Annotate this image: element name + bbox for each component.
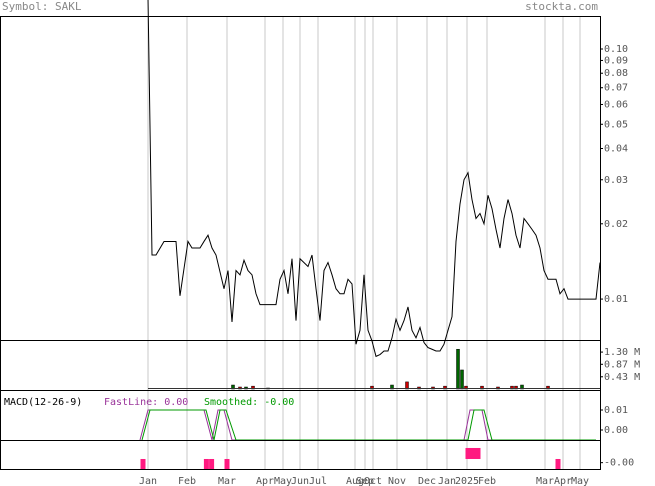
y-tick-label: 0.04 bbox=[604, 144, 628, 155]
y-tick-label: 0.00 bbox=[604, 425, 628, 436]
x-tick-label: Nov bbox=[388, 476, 406, 486]
y-tick-label: -0.00 bbox=[604, 458, 634, 469]
grid bbox=[147, 16, 603, 470]
y-tick-label: 0.08 bbox=[604, 68, 628, 79]
y-tick-label: 0.09 bbox=[604, 55, 628, 66]
bar bbox=[475, 447, 481, 459]
bar bbox=[405, 381, 409, 390]
y-tick-label: 0.10 bbox=[604, 44, 628, 55]
legend-entry: Smoothed: -0.00 bbox=[204, 397, 294, 408]
bar bbox=[460, 369, 464, 390]
y-tick-label: 0.02 bbox=[604, 219, 628, 230]
bar bbox=[465, 447, 471, 459]
bar bbox=[555, 458, 561, 470]
y-tick-label: 0.06 bbox=[604, 99, 628, 110]
x-tick-label: Mar bbox=[218, 476, 236, 486]
frame bbox=[0, 16, 601, 470]
y-tick-label: 1.30 M bbox=[604, 347, 640, 358]
bar bbox=[224, 458, 230, 470]
x-tick-label: 2025 bbox=[455, 476, 479, 486]
bar bbox=[140, 458, 146, 470]
x-tick-label: Mar bbox=[536, 476, 554, 486]
x-tick-label: Oct bbox=[364, 476, 382, 486]
x-tick-label: Jan bbox=[438, 476, 456, 486]
source: stockta.com bbox=[525, 0, 598, 13]
price-line bbox=[139, 409, 596, 441]
price-line bbox=[147, 0, 601, 358]
x-tick-label: Jan bbox=[139, 476, 157, 486]
bar bbox=[456, 348, 460, 390]
x-tick-label: Dec bbox=[418, 476, 436, 486]
y-tick-label: 0.43 M bbox=[604, 372, 640, 383]
chart-title: Symbol: SAKL bbox=[2, 0, 82, 13]
x-tick-label: Sep bbox=[356, 476, 374, 486]
x-tick-label: May bbox=[274, 476, 292, 486]
x-tick-label: Jun bbox=[291, 476, 309, 486]
y-tick-label: 0.07 bbox=[604, 83, 628, 94]
x-tick-label: Aug bbox=[346, 476, 364, 486]
y-tick-label: 0.01 bbox=[604, 294, 628, 305]
y-tick-label: 0.05 bbox=[604, 119, 628, 130]
y-tick-label: 0.01 bbox=[604, 405, 628, 416]
y-tick-label: 0.03 bbox=[604, 175, 628, 186]
x-tick-label: Feb bbox=[178, 476, 196, 486]
y-tick-label: 0.87 M bbox=[604, 359, 640, 370]
x-tick-label: Apr bbox=[554, 476, 572, 486]
x-tick-label: Feb bbox=[478, 476, 496, 486]
x-tick-label: Apr bbox=[256, 476, 274, 486]
macd-title: MACD(12-26-9) bbox=[4, 397, 82, 408]
bar bbox=[203, 458, 209, 470]
bar bbox=[209, 458, 215, 470]
x-tick-label: Jul bbox=[309, 476, 327, 486]
x-tick-label: May bbox=[571, 476, 589, 486]
legend-entry: FastLine: 0.00 bbox=[104, 397, 188, 408]
price-line bbox=[141, 409, 596, 441]
bar bbox=[470, 447, 476, 459]
